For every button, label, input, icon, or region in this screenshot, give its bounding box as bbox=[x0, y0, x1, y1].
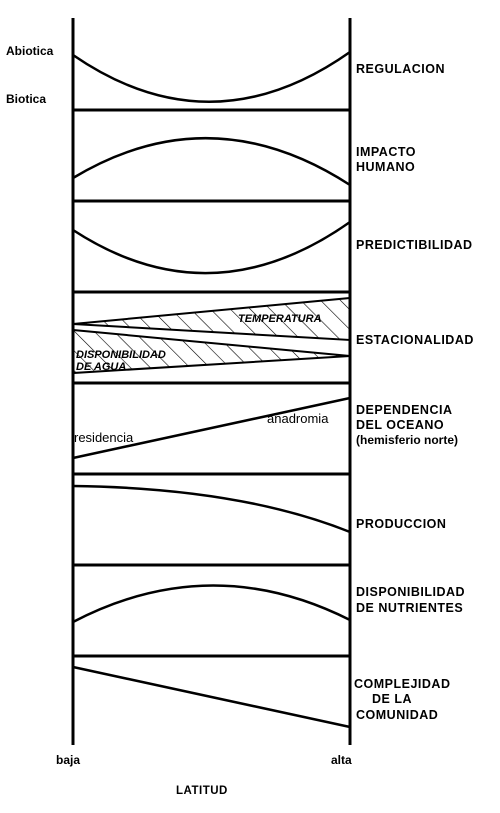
residencia-label: residencia bbox=[74, 430, 134, 445]
label-estacionalidad: ESTACIONALIDAD bbox=[356, 333, 474, 347]
agua-label-2: DE AGUA bbox=[76, 361, 127, 373]
axis-high-label: alta bbox=[331, 753, 352, 767]
label-complejidad-1: COMPLEJIDAD bbox=[354, 677, 451, 691]
nutrientes-curve bbox=[72, 584, 351, 624]
agua-label-1: DISPONIBILIDAD bbox=[76, 349, 166, 361]
temperatura-label: TEMPERATURA bbox=[238, 313, 322, 325]
predictibilidad-curve bbox=[72, 220, 351, 275]
label-dependencia-1: DEPENDENCIA bbox=[356, 403, 453, 417]
label-predictibilidad: PREDICTIBILIDAD bbox=[356, 238, 473, 252]
label-complejidad-3: COMUNIDAD bbox=[356, 708, 439, 722]
produccion-curve bbox=[72, 484, 351, 534]
abiotica-label: Abiotica bbox=[6, 44, 54, 58]
agua-wedge bbox=[72, 328, 351, 375]
label-dependencia-2: DEL OCEANO bbox=[356, 418, 445, 432]
label-complejidad-2: DE LA bbox=[372, 692, 412, 706]
label-regulacion: REGULACION bbox=[356, 62, 446, 76]
axis-title: LATITUD bbox=[176, 785, 228, 797]
panel-dividers bbox=[73, 108, 350, 658]
axis-low-label: baja bbox=[56, 753, 81, 767]
regulacion-curve bbox=[72, 50, 351, 103]
impacto-curve bbox=[72, 137, 351, 187]
dependencia-line bbox=[72, 396, 351, 460]
complejidad-line bbox=[72, 665, 351, 729]
label-nutrientes-2: DE NUTRIENTES bbox=[356, 601, 464, 615]
label-dependencia-3: (hemisferio norte) bbox=[356, 433, 459, 447]
label-nutrientes-1: DISPONIBILIDAD bbox=[356, 585, 466, 599]
label-produccion: PRODUCCION bbox=[356, 517, 447, 531]
label-impacto-2: HUMANO bbox=[356, 160, 416, 174]
anadromia-label: anadromia bbox=[267, 411, 329, 426]
temperatura-wedge bbox=[72, 296, 351, 342]
biotica-label: Biotica bbox=[6, 92, 47, 106]
label-impacto-1: IMPACTO bbox=[356, 145, 416, 159]
